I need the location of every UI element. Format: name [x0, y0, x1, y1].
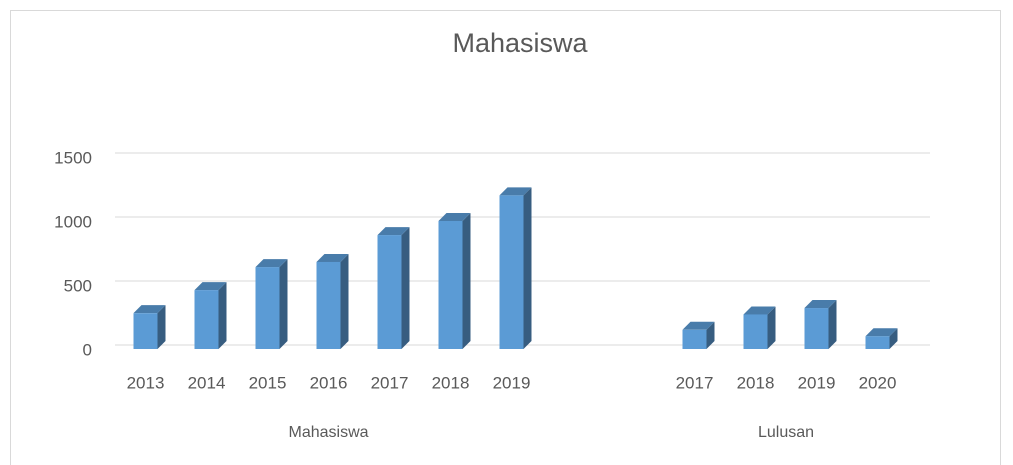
bar-side	[767, 306, 776, 349]
bar	[377, 235, 402, 349]
x-tick-label: 2016	[310, 373, 348, 392]
bar-top	[316, 253, 349, 262]
bar-top	[499, 187, 532, 196]
bar-side	[523, 187, 532, 349]
x-tick-label: 2013	[127, 373, 165, 392]
bar	[438, 221, 463, 349]
x-tick-label: 2018	[737, 373, 775, 392]
bar-top	[255, 259, 288, 268]
bar	[865, 336, 890, 349]
x-tick-label: 2017	[371, 373, 409, 392]
bar-side	[706, 321, 715, 349]
bar	[682, 329, 707, 349]
bar-top	[682, 321, 715, 330]
y-tick-label: 1500	[54, 148, 92, 167]
x-tick-label: 2018	[432, 373, 470, 392]
bar	[499, 195, 524, 349]
bar-side	[828, 300, 837, 349]
x-tick-label: 2015	[249, 373, 287, 392]
bar-side	[157, 305, 166, 349]
x-tick-label: 2020	[859, 373, 897, 392]
bar-top	[804, 300, 837, 309]
bar-side	[340, 253, 349, 349]
bar-side	[279, 259, 288, 349]
y-tick-label: 0	[83, 340, 92, 359]
bar-top	[438, 213, 471, 221]
x-tick-label: 2019	[493, 373, 531, 392]
bar-side	[218, 282, 227, 349]
bar-side	[889, 328, 898, 349]
x-group-label: Lulusan	[758, 424, 814, 441]
bar-top	[377, 227, 410, 236]
bar-top	[743, 306, 776, 315]
y-tick-label: 1000	[54, 212, 92, 231]
x-tick-label: 2014	[188, 373, 226, 392]
bar	[255, 267, 280, 349]
bar-top	[865, 328, 898, 337]
y-tick-label: 500	[64, 276, 92, 295]
bar-top	[194, 282, 227, 291]
chart-title: Mahasiswa	[452, 28, 588, 58]
bar-side	[401, 227, 410, 349]
bar-top	[133, 305, 166, 314]
bar	[194, 290, 219, 349]
x-group-label: Mahasiswa	[288, 424, 368, 441]
bar	[133, 313, 158, 349]
x-tick-label: 2019	[798, 373, 836, 392]
bar	[316, 261, 341, 349]
bar	[743, 314, 768, 349]
bar-side	[462, 213, 471, 349]
bar	[804, 308, 829, 349]
x-tick-label: 2017	[676, 373, 714, 392]
